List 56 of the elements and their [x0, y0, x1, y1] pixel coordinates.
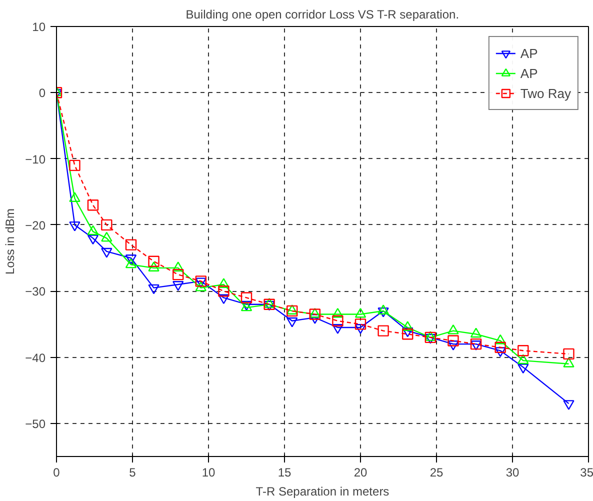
point — [563, 400, 574, 410]
x-axis-title: T-R Separation in meters — [256, 484, 390, 498]
point — [172, 268, 184, 280]
x-tick-label: 5 — [129, 466, 136, 480]
x-tick-label: 25 — [430, 466, 444, 480]
point — [286, 305, 298, 317]
y-tick-label: 0 — [38, 86, 46, 100]
point — [448, 340, 459, 350]
point — [125, 254, 137, 264]
point — [470, 340, 482, 350]
y-tick-label: −50 — [25, 416, 46, 431]
point — [101, 219, 112, 231]
point — [332, 324, 344, 334]
point — [354, 318, 366, 330]
y-tick-label: −10 — [25, 152, 46, 166]
legend-label: AP — [520, 66, 539, 80]
chart-title: Building one open corridor Loss VS T-R separation. — [186, 8, 460, 22]
point — [286, 317, 298, 328]
x-tick-label: 35 — [580, 466, 593, 480]
point — [218, 286, 230, 297]
point — [125, 239, 137, 250]
x-tick-label: 15 — [278, 466, 292, 480]
y-tick-label: −40 — [25, 350, 46, 365]
point — [470, 338, 482, 350]
y-axis-title: Loss in dBm — [3, 208, 18, 275]
point — [69, 221, 80, 232]
y-tick-label: −20 — [25, 218, 46, 232]
x-tick-label: 30 — [506, 466, 520, 480]
point — [448, 335, 459, 346]
point — [148, 256, 160, 267]
point — [402, 327, 414, 338]
point — [354, 324, 366, 334]
point — [494, 347, 506, 358]
point — [101, 248, 112, 258]
point — [494, 342, 506, 353]
point — [518, 345, 529, 356]
x-tick-label: 10 — [202, 466, 216, 480]
point — [402, 328, 414, 340]
point — [563, 348, 574, 360]
y-tick-label: −30 — [25, 284, 46, 299]
x-tick-label: 20 — [354, 466, 368, 480]
x-tick-label: 0 — [53, 466, 60, 480]
point — [240, 292, 252, 304]
point — [218, 294, 230, 304]
y-tick-label: 10 — [32, 20, 46, 34]
point — [87, 234, 99, 245]
point — [378, 307, 389, 318]
point — [148, 284, 160, 294]
point — [378, 325, 389, 336]
point — [518, 364, 529, 374]
point — [87, 200, 99, 211]
legend-label: Two Ray — [520, 86, 571, 100]
point — [172, 281, 184, 291]
point — [69, 160, 80, 172]
point — [332, 315, 344, 326]
legend-label: AP — [520, 46, 539, 60]
